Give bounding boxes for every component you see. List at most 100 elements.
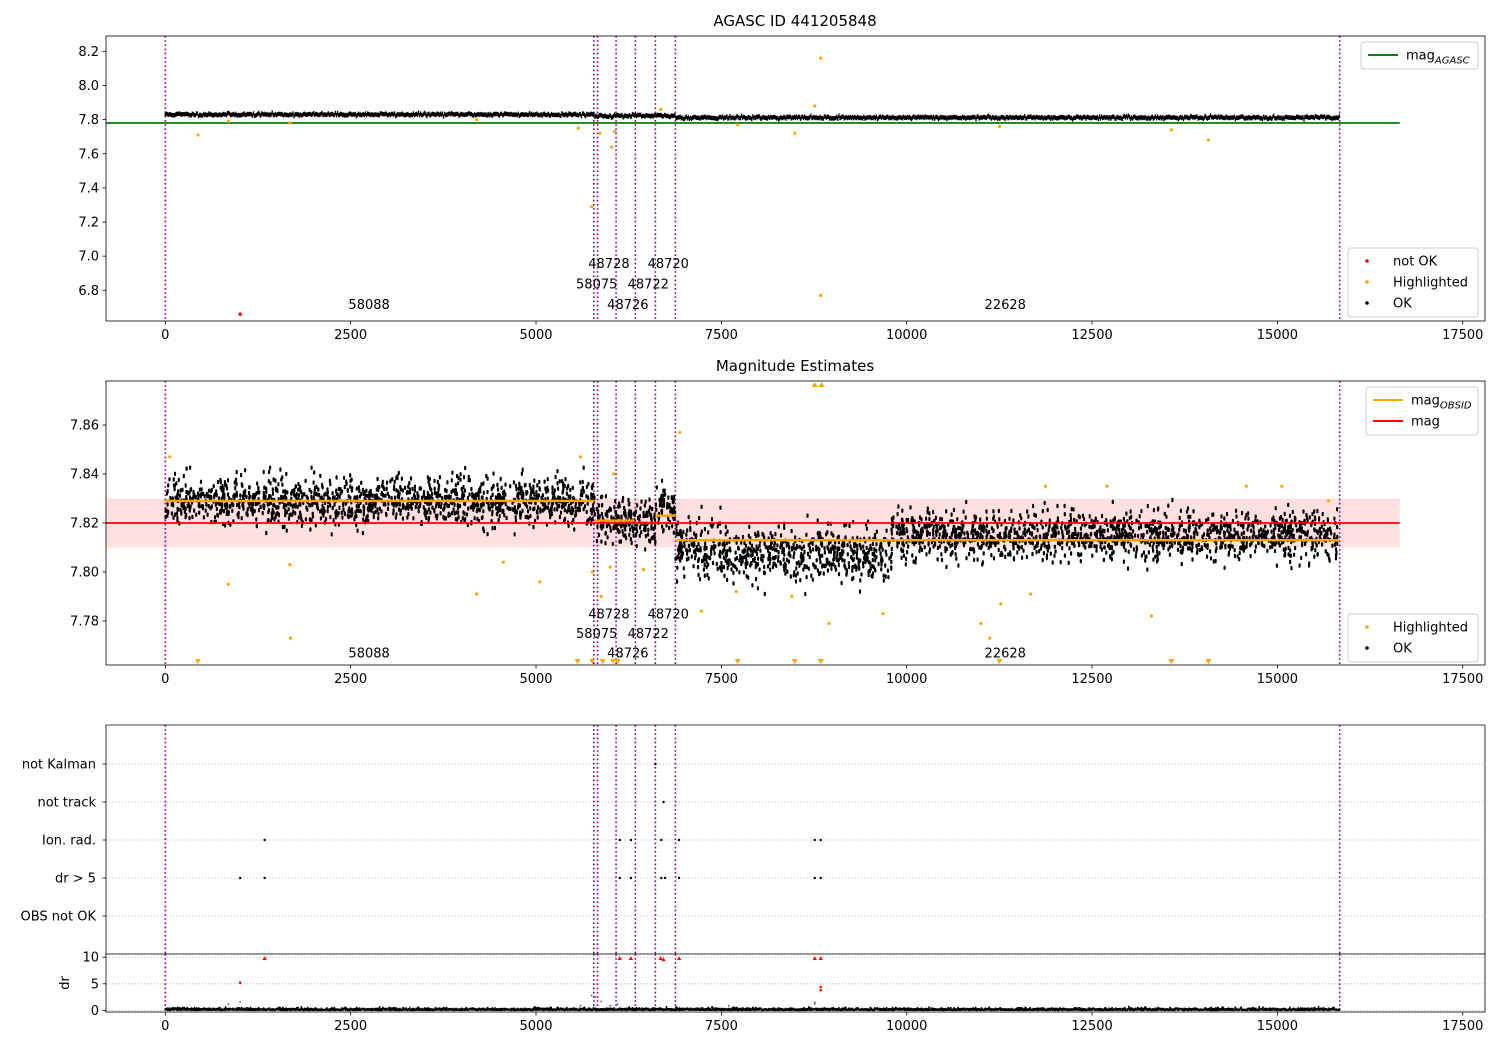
dr-clipped-marker bbox=[617, 956, 622, 961]
flag-point bbox=[677, 876, 681, 880]
legend-box bbox=[1347, 247, 1479, 318]
panel2-title: Magnitude Estimates bbox=[716, 357, 874, 375]
highlighted-point bbox=[226, 119, 230, 123]
x-tick-label: 10000 bbox=[886, 672, 927, 687]
panel-dr: 0 2500 5000 7500 10000 12500 15000 17500 0 5 10 bbox=[82, 951, 1486, 1034]
axes-frame bbox=[105, 953, 1486, 1013]
legend-label: magOBSID bbox=[1411, 394, 1472, 412]
highlighted-point bbox=[578, 455, 583, 459]
obsid-label: 58088 bbox=[348, 647, 389, 662]
y-tick-label: 7.4 bbox=[78, 181, 99, 196]
highlighted-point bbox=[576, 126, 580, 130]
legend-label: Highlighted bbox=[1393, 621, 1468, 636]
highlighted-point bbox=[1043, 484, 1047, 488]
dr-outlier-point bbox=[813, 1001, 816, 1004]
y-tick-label: 8.2 bbox=[78, 45, 99, 60]
panel-flags: not Kalman not track Ion. rad. dr > 5 OBS no… bbox=[21, 724, 1486, 954]
x-tick-label: 17500 bbox=[1442, 672, 1483, 687]
offscale-low-marker bbox=[194, 659, 201, 664]
flag-category-label: Ion. rad. bbox=[42, 834, 96, 849]
legend-label-text: Highlighted bbox=[1393, 276, 1468, 291]
flag-point bbox=[677, 838, 681, 842]
offscale-low-marker bbox=[610, 659, 617, 664]
panel-magnitude-agasc: 0 2500 5000 7500 10000 12500 15000 17500 6.8 7.0 7… bbox=[78, 35, 1486, 343]
dr-outlier-point bbox=[813, 1003, 816, 1005]
dr-outlier-point bbox=[168, 1006, 171, 1009]
x-tick-label: 15000 bbox=[1257, 672, 1298, 687]
flag-category-label: OBS not OK bbox=[21, 910, 97, 925]
highlighted-point bbox=[475, 118, 479, 122]
dr-clipped-marker bbox=[658, 956, 663, 961]
x-tick-label: 15000 bbox=[1257, 1019, 1298, 1034]
flag-point bbox=[813, 838, 816, 842]
x-tick-label: 0 bbox=[161, 672, 169, 687]
highlighted-point bbox=[475, 592, 479, 596]
highlighted-point bbox=[1326, 499, 1331, 503]
flag-point bbox=[663, 876, 667, 880]
offscale-low-marker bbox=[599, 659, 606, 664]
highlighted-point bbox=[734, 589, 738, 594]
highlighted-point bbox=[226, 582, 230, 586]
dr-clipped-marker bbox=[262, 956, 267, 961]
legend-box bbox=[1360, 41, 1479, 70]
x-tick-label: 17500 bbox=[1442, 1019, 1483, 1034]
legend-label-text: OK bbox=[1393, 297, 1412, 312]
highlighted-point bbox=[612, 472, 616, 476]
offscale-low-marker bbox=[734, 659, 741, 664]
highlighted-point bbox=[999, 602, 1003, 606]
y-tick-label: 7.80 bbox=[70, 565, 99, 580]
x-tick-label: 2500 bbox=[334, 1019, 367, 1034]
highlighted-point bbox=[819, 293, 823, 298]
dr-outlier-point bbox=[590, 994, 593, 997]
legend-label-subscript: AGASC bbox=[1434, 56, 1470, 67]
legend-label: OK bbox=[1393, 642, 1412, 657]
plot-area bbox=[106, 36, 1400, 321]
x-tick-label: 12500 bbox=[1071, 328, 1112, 343]
y-tick-label: 7.0 bbox=[78, 250, 99, 265]
y-tick-label: 8.0 bbox=[78, 79, 99, 94]
highlighted-point bbox=[736, 123, 740, 127]
x-tick-label: 0 bbox=[161, 328, 169, 343]
plot-area bbox=[106, 381, 1400, 665]
offscale-high-marker bbox=[818, 382, 825, 387]
highlighted-point bbox=[793, 131, 797, 135]
obsid-label: 48722 bbox=[628, 278, 669, 293]
not-ok-point bbox=[238, 312, 242, 316]
legend-dot-marker bbox=[1365, 280, 1369, 284]
flag-point bbox=[819, 876, 822, 880]
x-tick-label: 5000 bbox=[519, 672, 552, 687]
flag-point bbox=[629, 876, 633, 880]
dr-outlier-point bbox=[600, 1000, 603, 1003]
highlighted-point bbox=[1169, 128, 1173, 132]
y-tick-label: 0 bbox=[91, 1004, 99, 1019]
obsid-label: 48726 bbox=[607, 298, 648, 313]
y-tick-label: 7.78 bbox=[70, 614, 99, 629]
obsid-label: 58088 bbox=[348, 298, 389, 313]
highlighted-point bbox=[501, 560, 505, 564]
legend-label: OK bbox=[1393, 297, 1412, 312]
offscale-low-marker bbox=[574, 659, 581, 664]
dr-clipped-marker bbox=[818, 956, 823, 961]
y-tick-label: 10 bbox=[82, 951, 99, 966]
plot-area bbox=[106, 954, 1485, 1012]
dr-highlight-point bbox=[819, 988, 823, 992]
dr-clipped-marker bbox=[812, 956, 817, 961]
y-tick-label: 5 bbox=[91, 977, 99, 992]
flag-point bbox=[660, 838, 663, 842]
obsid-label: 22628 bbox=[985, 647, 1026, 662]
y-tick-label: 7.82 bbox=[70, 517, 99, 532]
x-tick-label: 5000 bbox=[519, 1019, 552, 1034]
offscale-low-marker bbox=[589, 659, 596, 664]
obsid-label: 48728 bbox=[588, 257, 629, 272]
offscale-low-marker bbox=[791, 659, 798, 664]
obsid-label: 48720 bbox=[648, 257, 689, 272]
highlighted-point bbox=[678, 430, 682, 435]
highlighted-point bbox=[988, 636, 992, 640]
dr-clipped-marker bbox=[661, 957, 666, 962]
flag-point bbox=[629, 838, 633, 842]
legend-label: magAGASC bbox=[1406, 49, 1470, 67]
ok-points bbox=[164, 110, 1340, 122]
legend-label-text: not OK bbox=[1393, 255, 1438, 270]
legend-label: Highlighted bbox=[1393, 276, 1468, 291]
